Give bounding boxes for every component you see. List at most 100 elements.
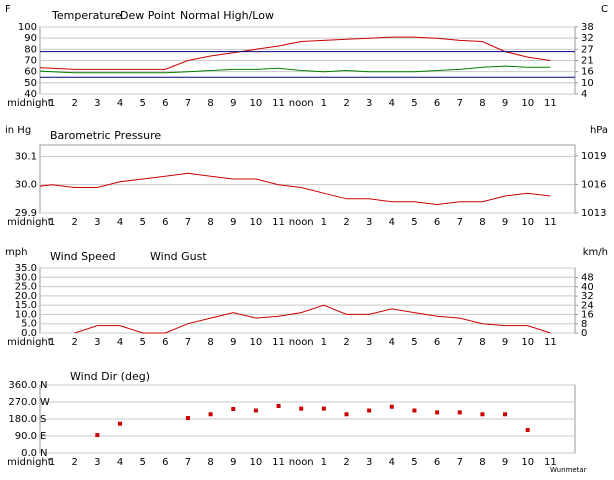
y2-tick-label: 32 bbox=[581, 291, 594, 302]
y-tick-label: 0.0 bbox=[21, 448, 37, 459]
x-tick-label: midnight bbox=[7, 337, 52, 348]
legend-label: Wind Dir (deg) bbox=[70, 370, 150, 383]
series-layer bbox=[95, 403, 530, 438]
x-tick-label: 2 bbox=[343, 337, 349, 348]
x-tick-label: 7 bbox=[185, 217, 191, 228]
x-tick-label: 7 bbox=[457, 217, 463, 228]
x-tick-label: 6 bbox=[162, 98, 168, 109]
point bbox=[276, 403, 281, 408]
series-line bbox=[74, 304, 551, 334]
x-tick-label: 3 bbox=[366, 337, 372, 348]
x-tick-label: 4 bbox=[117, 217, 123, 228]
y2-unit: hPa bbox=[590, 125, 608, 136]
x-tick-label: 5 bbox=[139, 98, 145, 109]
y-tick-label: 10.0 bbox=[15, 309, 37, 320]
x-tick-label: 6 bbox=[162, 217, 168, 228]
x-tick-label: 9 bbox=[502, 217, 508, 228]
x-tick-label: 8 bbox=[207, 98, 213, 109]
x-tick-label: 3 bbox=[94, 457, 100, 468]
x-tick-label: 6 bbox=[162, 457, 168, 468]
x-tick-label: 3 bbox=[94, 98, 100, 109]
x-tick-label: 10 bbox=[521, 98, 534, 109]
x-tick-label: 4 bbox=[389, 217, 395, 228]
y2-unit: C bbox=[601, 4, 608, 15]
point bbox=[367, 408, 372, 413]
y-tick-label: 35.0 bbox=[15, 263, 37, 274]
x-tick-label: 1 bbox=[321, 337, 327, 348]
y-tick-label: 180.0 bbox=[8, 414, 37, 425]
y-tick-label: 40 bbox=[24, 89, 37, 100]
legend-label: Wind Gust bbox=[150, 250, 207, 263]
series-line bbox=[40, 36, 551, 70]
x-tick-label: 7 bbox=[457, 337, 463, 348]
point bbox=[299, 406, 304, 411]
y2-unit: km/h bbox=[583, 247, 608, 258]
x-tick-label: midnight bbox=[7, 98, 52, 109]
legend-label: Temperature bbox=[51, 9, 122, 22]
y-tick-label: 15.0 bbox=[15, 300, 37, 311]
x-tick-label: 1 bbox=[49, 337, 55, 348]
x-tick-label: 9 bbox=[230, 337, 236, 348]
x-tick-label: 10 bbox=[250, 217, 263, 228]
x-tick-label: 8 bbox=[479, 337, 485, 348]
series-line bbox=[40, 65, 551, 74]
x-tick-label: 10 bbox=[521, 457, 534, 468]
x-tick-label: 3 bbox=[366, 98, 372, 109]
y-tick-label: 100 bbox=[18, 22, 37, 33]
x-tick-label: 11 bbox=[272, 457, 285, 468]
x-tick-label: 1 bbox=[321, 457, 327, 468]
y2-tick-label: 1019 bbox=[581, 151, 606, 162]
x-tick-label: 5 bbox=[411, 457, 417, 468]
x-tick-label: 5 bbox=[139, 337, 145, 348]
point bbox=[389, 404, 394, 409]
y2-tick-label: 27 bbox=[581, 44, 594, 55]
point bbox=[503, 412, 508, 417]
y-tick-label: 5.0 bbox=[21, 319, 37, 330]
y-tick-label: 70 bbox=[24, 56, 37, 67]
x-tick-label: 10 bbox=[250, 98, 263, 109]
x-tick-label: 8 bbox=[479, 98, 485, 109]
y2-tick-label: 48 bbox=[581, 273, 594, 284]
y-unit: mph bbox=[5, 247, 27, 258]
x-tick-label: 9 bbox=[230, 217, 236, 228]
point bbox=[231, 406, 236, 411]
y2-tick-label: 1013 bbox=[581, 208, 606, 219]
y2-tick-label: 24 bbox=[581, 300, 594, 311]
x-tick-label: 4 bbox=[117, 457, 123, 468]
x-tick-label: 6 bbox=[162, 337, 168, 348]
x-tick-label: 3 bbox=[94, 337, 100, 348]
y2-tick-label: 16 bbox=[581, 67, 594, 78]
series-layer bbox=[40, 172, 551, 206]
y2-tick-label: 10 bbox=[581, 78, 594, 89]
point bbox=[95, 433, 100, 438]
y-tick-label: 360.0 bbox=[8, 380, 37, 391]
x-tick-label: noon bbox=[289, 457, 314, 468]
series-line bbox=[40, 172, 551, 206]
y-tick-label: 60 bbox=[24, 67, 37, 78]
x-tick-label: 9 bbox=[502, 98, 508, 109]
x-tick-label: 1 bbox=[321, 98, 327, 109]
x-tick-label: 2 bbox=[72, 98, 78, 109]
x-tick-label: 2 bbox=[72, 457, 78, 468]
x-tick-label: 4 bbox=[389, 98, 395, 109]
x-tick-label: 5 bbox=[411, 337, 417, 348]
y-tick-label: 30.0 bbox=[15, 272, 37, 283]
x-tick-label: 9 bbox=[230, 457, 236, 468]
y2-tick-label: 16 bbox=[581, 310, 594, 321]
x-tick-label: 9 bbox=[230, 98, 236, 109]
x-tick-label: 4 bbox=[117, 98, 123, 109]
y-tick-label: 25.0 bbox=[15, 282, 37, 293]
x-tick-label: 5 bbox=[139, 217, 145, 228]
x-tick-label: 11 bbox=[272, 337, 285, 348]
y-tick-label: 80 bbox=[24, 44, 37, 55]
plot-area bbox=[39, 144, 576, 214]
y-tick-label: 30.1 bbox=[15, 151, 37, 162]
x-tick-label: 2 bbox=[343, 98, 349, 109]
y-tick-label: 20.0 bbox=[15, 291, 37, 302]
point bbox=[253, 408, 258, 413]
x-tick-label: 2 bbox=[72, 217, 78, 228]
x-tick-label: 1 bbox=[49, 457, 55, 468]
compass-label: S bbox=[40, 414, 46, 425]
y2-tick-label: 8 bbox=[581, 319, 587, 330]
y2-tick-label: 32 bbox=[581, 33, 594, 44]
